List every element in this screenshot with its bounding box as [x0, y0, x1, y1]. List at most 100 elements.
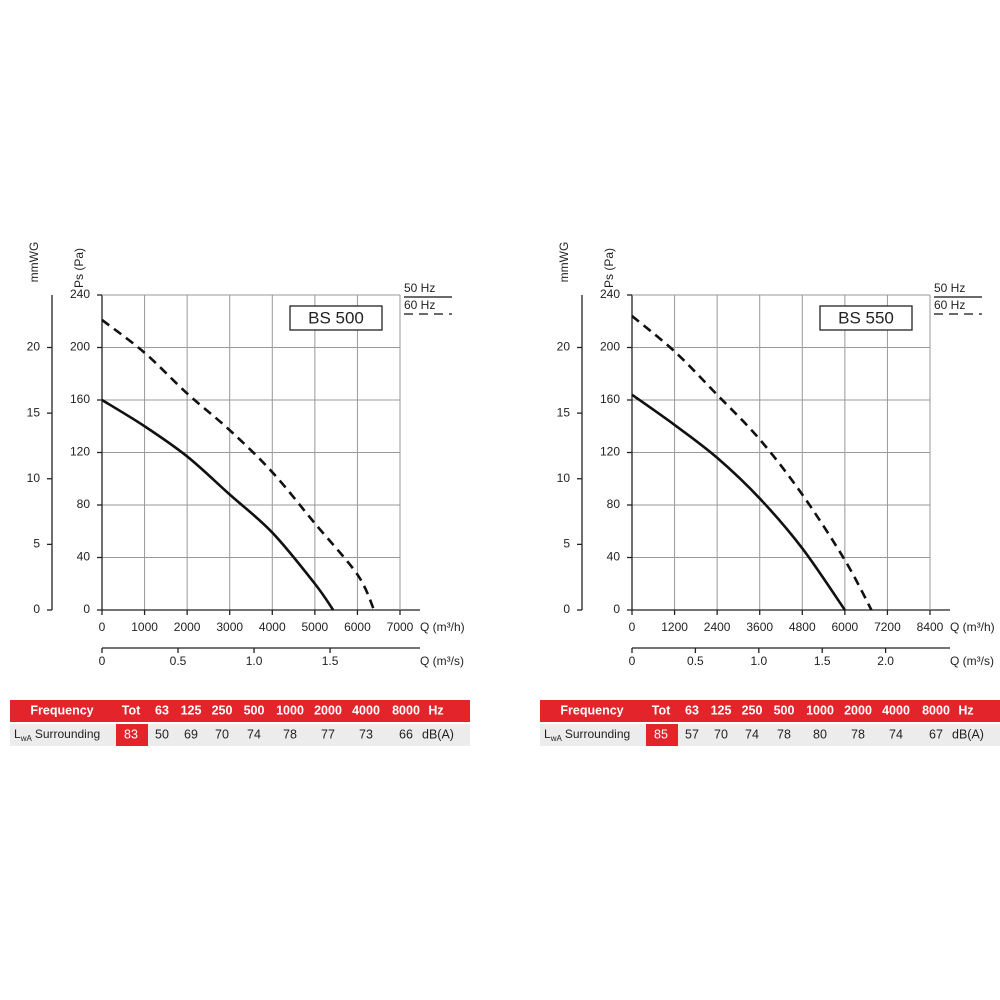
x2-tick-label: 0.5	[687, 654, 704, 668]
x-axis-title: Q (m³/h)	[420, 620, 465, 634]
y-axis-title: Ps (Pa)	[602, 248, 616, 288]
tot-bg	[646, 724, 678, 746]
table-header: 1000	[806, 703, 834, 717]
x-tick-label: 7000	[387, 620, 414, 634]
x-tick-label: 4800	[789, 620, 816, 634]
table-value: 66	[399, 727, 413, 741]
table-header: 8000	[922, 703, 950, 717]
y-tick-label: 80	[607, 497, 621, 511]
x2-axis-title: Q (m³/s)	[420, 654, 464, 668]
curve	[101, 398, 335, 611]
y-tick-label: 200	[600, 340, 620, 354]
tot-bg	[116, 724, 148, 746]
table-header: Tot	[652, 703, 671, 717]
table-value: 57	[685, 727, 699, 741]
table-header-bg	[10, 700, 470, 722]
table-header: 63	[155, 703, 169, 717]
y-axis-title: Ps (Pa)	[72, 248, 86, 288]
x2-tick-label: 1.0	[246, 654, 263, 668]
table-header: 4000	[352, 703, 380, 717]
y2-tick-label: 5	[33, 537, 40, 551]
x-tick-label: 6000	[344, 620, 371, 634]
legend-label: 60 Hz	[934, 298, 965, 312]
table-header: 2000	[314, 703, 342, 717]
y-tick-label: 80	[77, 497, 91, 511]
x-tick-label: 7200	[874, 620, 901, 634]
y2-tick-label: 15	[557, 405, 571, 419]
table-value: 67	[929, 727, 943, 741]
y2-tick-label: 5	[563, 537, 570, 551]
x-tick-label: 3600	[746, 620, 773, 634]
title-box	[819, 305, 913, 331]
x2-tick-label: 2.0	[877, 654, 894, 668]
table-header: 63	[685, 703, 699, 717]
table-value: 74	[745, 727, 759, 741]
x-tick-label: 1000	[131, 620, 158, 634]
table-value: 78	[851, 727, 865, 741]
row-label-part: Surrounding	[35, 727, 100, 741]
table-value: 70	[714, 727, 728, 741]
x-tick-label: 6000	[832, 620, 859, 634]
y2-tick-label: 20	[27, 340, 41, 354]
y2-axis-title: mmWG	[557, 242, 571, 283]
legend-label: 60 Hz	[404, 298, 435, 312]
y2-axis-title: mmWG	[27, 242, 41, 283]
y-tick-label: 240	[600, 287, 620, 301]
table-value: 50	[155, 727, 169, 741]
x-tick-label: 3000	[216, 620, 243, 634]
table-header: 125	[711, 703, 732, 717]
table-value: 74	[889, 727, 903, 741]
y-tick-label: 120	[600, 445, 620, 459]
x-tick-label: 4000	[259, 620, 286, 634]
chart-title: BS 550	[838, 308, 894, 327]
row-label-part: L	[14, 727, 21, 741]
table-header: 500	[244, 703, 265, 717]
y2-tick-label: 10	[27, 471, 41, 485]
x-tick-label: 1200	[661, 620, 688, 634]
row-label-part: L	[544, 727, 551, 741]
table-unit: dB(A)	[952, 727, 984, 741]
y2-tick-label: 15	[27, 405, 41, 419]
curve	[631, 393, 846, 611]
table-value: 70	[215, 727, 229, 741]
x2-tick-label: 1.0	[750, 654, 767, 668]
table-header: 250	[212, 703, 233, 717]
y-tick-label: 240	[70, 287, 90, 301]
x2-tick-label: 0.5	[170, 654, 187, 668]
table-value: 74	[247, 727, 261, 741]
y-tick-label: 200	[70, 340, 90, 354]
table-header: 500	[774, 703, 795, 717]
table-header: Hz	[958, 703, 973, 717]
title-box	[289, 305, 383, 331]
x-tick-label: 0	[99, 620, 106, 634]
table-header: Hz	[428, 703, 443, 717]
y-tick-label: 0	[613, 602, 620, 616]
tot-value: 85	[654, 727, 668, 741]
chart-title: BS 500	[308, 308, 364, 327]
x-tick-label: 8400	[917, 620, 944, 634]
x-tick-label: 2400	[704, 620, 731, 634]
table-unit: dB(A)	[422, 727, 454, 741]
table-header: Frequency	[560, 703, 623, 717]
x2-tick-label: 1.5	[814, 654, 831, 668]
x-tick-label: 2000	[174, 620, 201, 634]
y-tick-label: 40	[607, 550, 621, 564]
row-label: LwA Surrounding	[14, 727, 100, 743]
tot-value: 83	[124, 727, 138, 741]
x-axis-title: Q (m³/h)	[950, 620, 995, 634]
y-tick-label: 0	[83, 602, 90, 616]
table-value: 77	[321, 727, 335, 741]
row-label-part: Surrounding	[565, 727, 630, 741]
y2-tick-label: 0	[33, 602, 40, 616]
y-tick-label: 40	[77, 550, 91, 564]
row-label: LwA Surrounding	[544, 727, 630, 743]
table-header: 125	[181, 703, 202, 717]
x-tick-label: 5000	[302, 620, 329, 634]
legend-label: 50 Hz	[934, 281, 965, 295]
x2-tick-label: 1.5	[322, 654, 339, 668]
table-header: 250	[742, 703, 763, 717]
y-tick-label: 160	[600, 392, 620, 406]
y2-tick-label: 0	[563, 602, 570, 616]
curve	[101, 318, 376, 611]
